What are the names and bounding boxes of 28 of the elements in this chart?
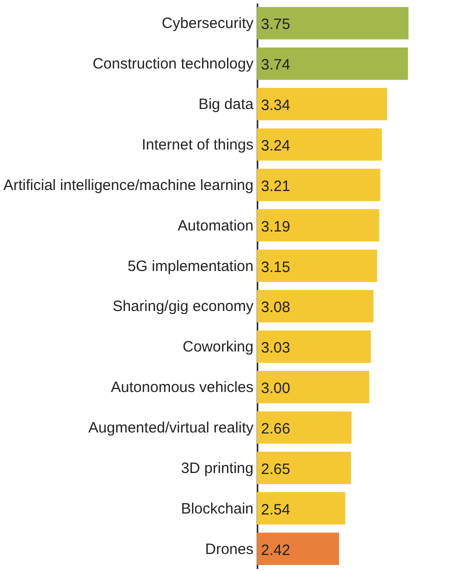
y-tick-label: Coworking [182, 338, 254, 356]
y-tick-label: Sharing/gig economy [112, 298, 254, 316]
data-label: 2.54 [261, 501, 290, 518]
y-tick-label: Big data [198, 96, 254, 114]
data-label: 3.34 [261, 97, 290, 114]
data-label: 3.00 [261, 380, 290, 398]
data-label: 2.66 [261, 420, 290, 438]
data-label: 3.24 [261, 138, 290, 154]
y-tick-label: 3D printing [180, 460, 254, 477]
data-label: 3.08 [261, 299, 290, 316]
y-tick-label: Drones [205, 540, 254, 558]
data-label: 3.03 [261, 340, 290, 357]
y-tick-label: Artificial intelligence/machine learning [3, 176, 254, 194]
data-label: 3.74 [261, 56, 290, 74]
y-tick-label: Internet of things [142, 136, 254, 154]
y-tick-label: 5G implementation [128, 258, 254, 275]
y-tick-label: Cybersecurity [162, 15, 254, 32]
y-tick-label: Construction technology [92, 56, 254, 73]
data-label: 3.75 [261, 16, 290, 34]
y-tick-label: Blockchain [180, 500, 254, 518]
y-tick-label: Automation [178, 217, 254, 234]
data-label: 3.21 [261, 178, 290, 195]
data-label: 2.42 [261, 542, 290, 559]
data-label: 3.15 [261, 258, 290, 276]
data-label: 2.65 [261, 460, 290, 478]
y-tick-label: Augmented/virtual reality [88, 420, 254, 436]
data-label: 3.19 [261, 218, 290, 236]
y-tick-label: Autonomous vehicles [110, 379, 254, 396]
